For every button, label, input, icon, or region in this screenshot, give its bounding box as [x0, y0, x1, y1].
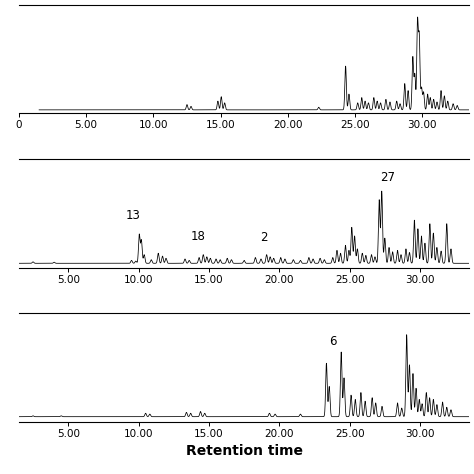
Text: 27: 27 [380, 171, 395, 184]
Text: 2: 2 [260, 231, 267, 244]
Text: 13: 13 [126, 209, 140, 221]
Text: 18: 18 [190, 230, 205, 243]
Text: 6: 6 [329, 335, 337, 348]
X-axis label: Retention time: Retention time [186, 444, 302, 458]
